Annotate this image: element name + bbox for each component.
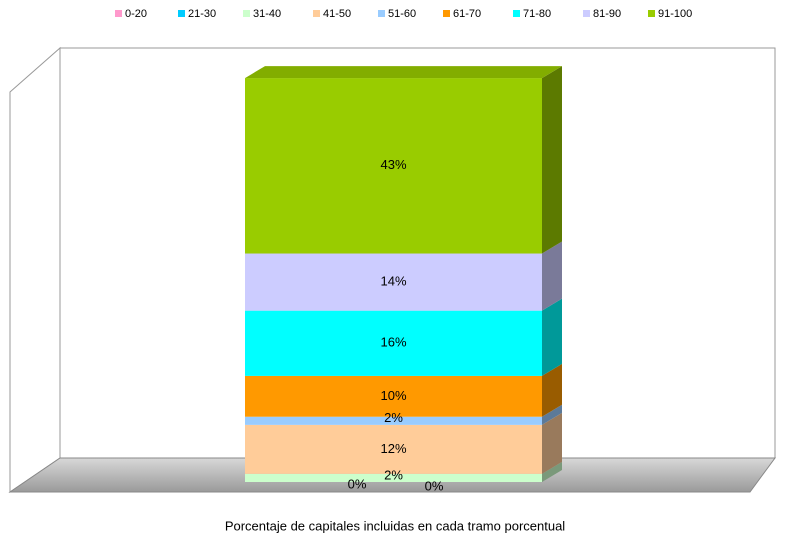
legend-swatch bbox=[243, 10, 250, 17]
bar-segment bbox=[245, 416, 542, 425]
data-label: 12% bbox=[380, 441, 406, 456]
data-label: 10% bbox=[380, 388, 406, 403]
legend-swatch bbox=[115, 10, 122, 17]
bar-segment-side bbox=[542, 461, 562, 482]
legend-label: 0-20 bbox=[125, 8, 147, 20]
legend-swatch bbox=[443, 10, 450, 17]
category-label: Porcentaje de capitales incluidas en cad… bbox=[225, 518, 565, 533]
legend-swatch bbox=[378, 10, 385, 17]
legend-label: 51-60 bbox=[388, 8, 416, 20]
bar-segment bbox=[245, 473, 542, 482]
legend-label: 41-50 bbox=[323, 8, 351, 20]
data-label: 43% bbox=[380, 157, 406, 172]
legend-swatch bbox=[313, 10, 320, 17]
bar-segment-side bbox=[542, 66, 562, 254]
data-label: 14% bbox=[380, 274, 406, 289]
bar-segment bbox=[245, 375, 542, 417]
legend-swatch bbox=[583, 10, 590, 17]
bar-segment-side bbox=[542, 363, 562, 417]
legend-label: 91-100 bbox=[658, 8, 692, 20]
data-label: 2% bbox=[384, 410, 403, 425]
data-label: 16% bbox=[380, 335, 406, 350]
bar-segment-side bbox=[542, 412, 562, 474]
bar-segment-side bbox=[542, 404, 562, 425]
bar-segment-side bbox=[542, 298, 562, 376]
legend-label: 71-80 bbox=[523, 8, 551, 20]
legend-label: 21-30 bbox=[188, 8, 216, 20]
legend-swatch bbox=[178, 10, 185, 17]
bar-segment bbox=[245, 310, 542, 376]
bar-segment bbox=[245, 253, 542, 311]
legend-label: 61-70 bbox=[453, 8, 481, 20]
legend-swatch bbox=[513, 10, 520, 17]
legend-swatch bbox=[648, 10, 655, 17]
legend-label: 31-40 bbox=[253, 8, 281, 20]
legend-label: 81-90 bbox=[593, 8, 621, 20]
bar-segment bbox=[245, 78, 542, 254]
data-label: 2% bbox=[384, 467, 403, 482]
bar-segment bbox=[245, 424, 542, 474]
data-label: 0% bbox=[425, 478, 444, 493]
data-label: 0% bbox=[348, 476, 367, 491]
bar-top bbox=[245, 66, 562, 79]
bar-segment-side bbox=[542, 241, 562, 311]
